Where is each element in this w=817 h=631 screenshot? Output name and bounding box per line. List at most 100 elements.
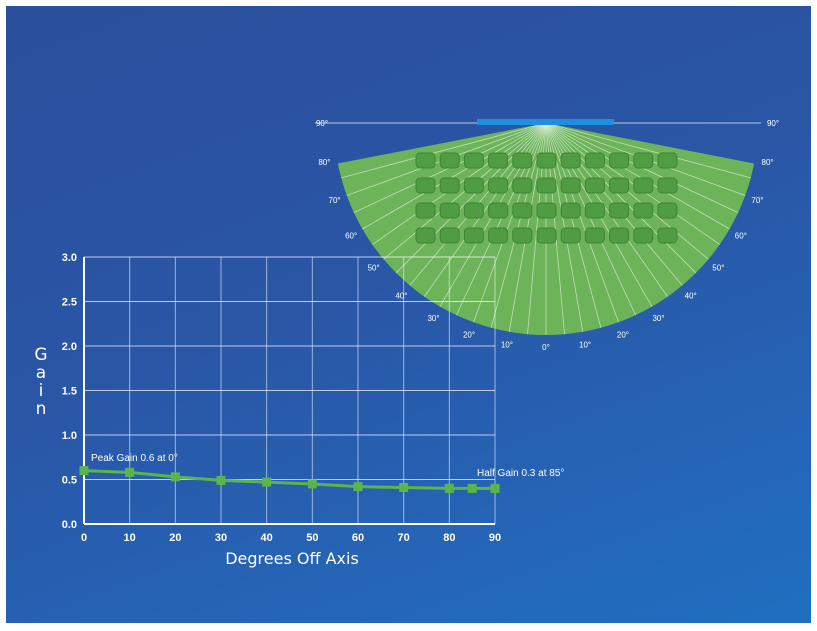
angle-label-left: 30° — [427, 314, 439, 323]
y-tick-label: 0.5 — [62, 475, 77, 487]
seat — [488, 202, 509, 219]
angle-label-left: 90° — [316, 119, 328, 128]
seat — [415, 202, 436, 219]
seat — [609, 177, 630, 194]
data-point — [216, 475, 226, 485]
angle-label-right: 80° — [762, 158, 774, 167]
seat — [657, 227, 678, 244]
seat — [536, 202, 557, 219]
data-point — [490, 483, 500, 493]
seat — [584, 177, 605, 194]
seat — [633, 177, 654, 194]
seat — [584, 202, 605, 219]
y-axis-label-letter: n — [36, 399, 47, 419]
seat — [512, 152, 533, 169]
data-point — [307, 479, 317, 489]
y-axis-label: Gain — [34, 345, 47, 419]
seat — [512, 202, 533, 219]
seat — [609, 227, 630, 244]
x-tick-label: 80 — [443, 532, 455, 544]
data-point — [399, 483, 409, 493]
angle-labels: 90° 90° 80° 80° 70° 70° 60° 60° 50° 50° 40° 40° 30° 3… — [316, 119, 779, 352]
y-tick-label: 1.5 — [62, 386, 77, 398]
seat — [560, 177, 581, 194]
coverage-ray — [341, 122, 547, 179]
seat — [439, 152, 460, 169]
x-tick-label: 0 — [81, 532, 87, 544]
seat — [584, 227, 605, 244]
coverage-ray — [424, 122, 547, 297]
data-point — [467, 483, 477, 493]
seat — [536, 152, 557, 169]
seat — [415, 152, 436, 169]
seat — [439, 202, 460, 219]
y-tick-label: 3.0 — [62, 252, 77, 264]
y-tick-label: 2.0 — [62, 341, 77, 353]
x-tick-labels: 0 10 20 30 40 50 60 70 80 90 — [81, 532, 501, 544]
data-point — [170, 472, 180, 482]
data-point — [262, 477, 272, 487]
angle-label-left: 80° — [318, 158, 330, 167]
y-axis-label-letter: i — [39, 381, 44, 401]
gain-series-points — [79, 466, 500, 493]
angle-label-right: 30° — [652, 314, 664, 323]
angle-label-right: 40° — [685, 291, 697, 300]
angle-label-right: 90° — [767, 119, 779, 128]
seat — [439, 177, 460, 194]
coverage-ray — [545, 122, 636, 316]
x-tick-label: 70 — [398, 532, 410, 544]
seat — [512, 227, 533, 244]
x-axis-label: Degrees Off Axis — [225, 549, 359, 568]
y-tick-labels: 0.0 0.5 1.0 1.5 2.0 2.5 3.0 — [62, 252, 77, 531]
x-tick-label: 60 — [352, 532, 364, 544]
coverage-ray — [362, 122, 547, 230]
seat — [488, 177, 509, 194]
angle-label-right: 60° — [735, 232, 747, 241]
coverage-ray — [545, 122, 619, 323]
coverage-ray — [473, 122, 547, 323]
coverage-ray — [545, 122, 720, 245]
seat — [657, 202, 678, 219]
gain-chart: 0 10 20 30 40 50 60 70 80 90 0.0 0.5 1.0 1.5 2.0 2.5 3.… — [34, 252, 564, 568]
coverage-ray — [545, 122, 751, 179]
speaker-array-bar — [477, 119, 614, 125]
seat — [584, 152, 605, 169]
x-tick-label: 10 — [124, 532, 136, 544]
seat — [536, 227, 557, 244]
seat — [536, 177, 557, 194]
seat — [512, 177, 533, 194]
angle-label-right: 10° — [579, 341, 591, 350]
x-tick-label: 40 — [261, 532, 273, 544]
seat — [633, 152, 654, 169]
data-point — [125, 467, 135, 477]
y-axis-label-letter: G — [34, 345, 47, 365]
seat — [488, 227, 509, 244]
data-point — [353, 482, 363, 492]
x-tick-label: 50 — [306, 532, 318, 544]
angle-label-center: 0° — [542, 343, 550, 352]
seat — [560, 202, 581, 219]
y-tick-label: 2.5 — [62, 297, 77, 309]
data-point — [79, 466, 89, 476]
seat — [633, 227, 654, 244]
angle-label-left: 10° — [501, 341, 513, 350]
background-panel: 90° 90° 80° 80° 70° 70° 60° 60° 50° 50° 40° 40° 30° 3… — [6, 6, 811, 623]
x-tick-label: 20 — [169, 532, 181, 544]
coverage-ray — [545, 122, 730, 230]
half-gain-annotation: Half Gain 0.3 at 85° — [477, 468, 564, 479]
seat — [415, 227, 436, 244]
angle-label-left: 60° — [345, 232, 357, 241]
seat — [439, 227, 460, 244]
x-tick-label: 90 — [489, 532, 501, 544]
seat — [463, 152, 484, 169]
angle-label-left: 70° — [329, 196, 341, 205]
y-tick-label: 0.0 — [62, 519, 77, 531]
figure-canvas: 90° 90° 80° 80° 70° 70° 60° 60° 50° 50° 40° 40° 30° 3… — [34, 119, 779, 568]
seat — [609, 202, 630, 219]
angle-label-right: 50° — [712, 264, 724, 273]
seat — [463, 177, 484, 194]
seat — [609, 152, 630, 169]
data-point — [444, 483, 454, 493]
peak-gain-annotation: Peak Gain 0.6 at 0° — [91, 453, 178, 464]
seat — [657, 152, 678, 169]
